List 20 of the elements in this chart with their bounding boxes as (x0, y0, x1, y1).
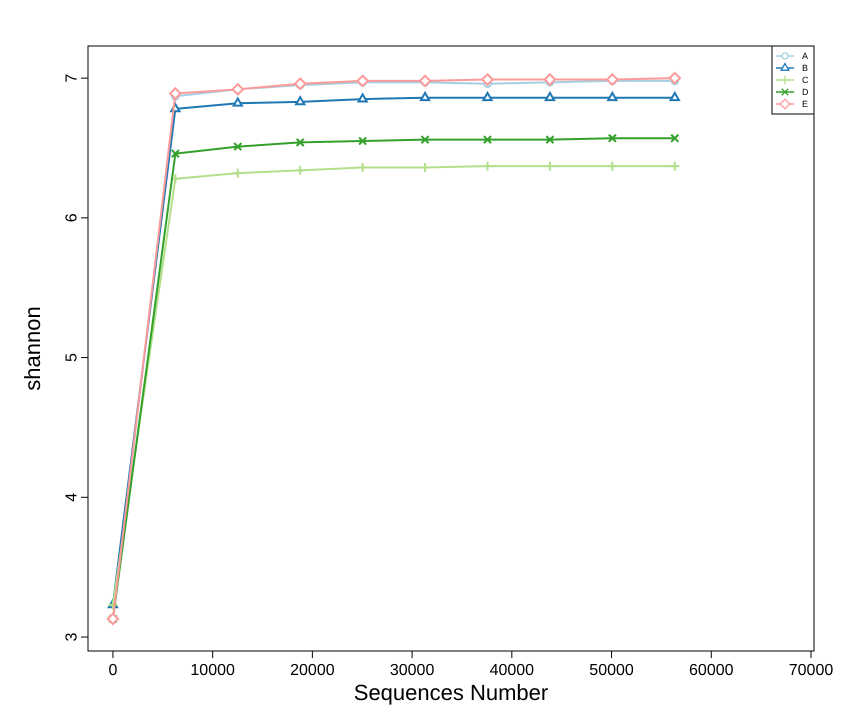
x-tick-label: 70000 (788, 662, 834, 679)
x-tick-label: 0 (108, 662, 118, 679)
y-tick-label: 4 (64, 492, 80, 502)
x-tick-label: 10000 (190, 662, 235, 679)
x-axis-title: Sequences Number (354, 680, 548, 705)
legend-label: E (802, 99, 808, 109)
y-axis-title: shannon (20, 306, 45, 391)
x-tick-label: 40000 (490, 662, 534, 679)
x-tick-label: 60000 (689, 662, 734, 679)
x-tick-label: 30000 (390, 662, 434, 679)
legend-label: C (802, 75, 809, 85)
legend-label: B (802, 63, 808, 73)
y-tick-label: 7 (64, 74, 80, 83)
y-tick-label: 5 (64, 353, 80, 362)
y-tick-label: 6 (64, 213, 80, 222)
x-tick-label: 50000 (589, 662, 634, 679)
legend-label: A (802, 51, 808, 61)
x-tick-label: 20000 (290, 662, 335, 679)
legend-label: D (802, 87, 809, 97)
y-tick-label: 3 (64, 632, 80, 642)
